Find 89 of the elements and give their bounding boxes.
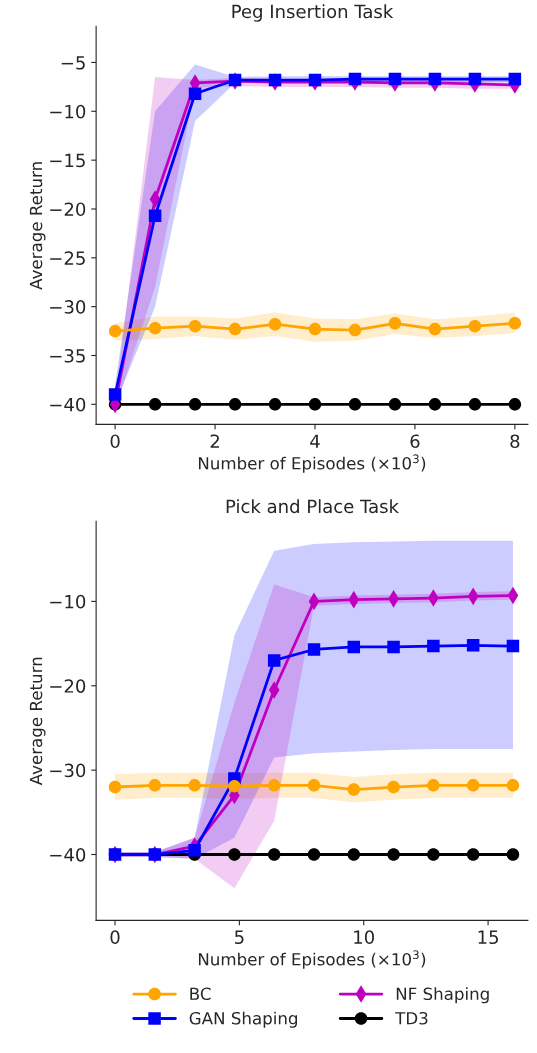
point — [148, 321, 162, 335]
point — [427, 848, 440, 861]
point — [468, 319, 482, 333]
point — [506, 639, 520, 653]
point — [228, 848, 241, 861]
point — [466, 848, 480, 861]
point — [508, 317, 522, 330]
point — [188, 398, 202, 411]
legend-label: NF Shaping — [396, 987, 489, 1004]
point — [228, 322, 242, 336]
point — [268, 73, 282, 87]
point — [428, 322, 442, 336]
point — [188, 319, 202, 333]
point — [428, 72, 442, 86]
x-tick-label: 5 — [235, 930, 244, 945]
point — [188, 87, 202, 100]
point — [267, 848, 281, 861]
x-tick-label: 6 — [410, 434, 420, 449]
point — [108, 780, 122, 794]
legend-label: BC — [190, 987, 211, 1001]
y-tick-label: −40 — [50, 847, 86, 862]
point — [148, 398, 162, 411]
point — [428, 398, 442, 411]
x-tick-label: 0 — [110, 930, 120, 945]
point — [348, 323, 362, 337]
y-axis-title: Average Return — [29, 657, 46, 786]
y-tick-label: −10 — [50, 594, 86, 609]
point — [388, 317, 402, 330]
point — [348, 398, 362, 411]
point — [308, 322, 322, 336]
point — [108, 324, 122, 338]
point — [347, 848, 361, 861]
point — [468, 72, 482, 86]
x-tick-label: 10 — [354, 930, 375, 945]
point — [308, 398, 322, 411]
y-tick-label: −35 — [50, 348, 85, 363]
point — [388, 72, 402, 86]
point — [347, 640, 361, 654]
chart-title: Peg Insertion Task — [232, 4, 394, 22]
y-axis-title: Average Return — [29, 162, 46, 290]
x-axis-title: Number of Episodes (×10$^{3}$) — [198, 950, 426, 969]
point — [268, 317, 282, 331]
y-tick-label: −30 — [50, 763, 86, 778]
legend-label: TD3 — [395, 1011, 428, 1025]
point — [188, 844, 201, 857]
point — [188, 779, 201, 792]
point — [506, 848, 520, 861]
x-tick-label: 0 — [110, 434, 120, 449]
chart-title: Pick and Place Task — [226, 499, 399, 514]
point — [427, 779, 440, 792]
x-axis-title: Number of Episodes (×10$^{3}$) — [198, 454, 426, 473]
point — [508, 72, 522, 86]
point — [307, 779, 321, 792]
y-tick-label: −25 — [50, 251, 85, 265]
x-tick-label: 4 — [310, 434, 320, 448]
point — [148, 779, 162, 792]
point — [347, 783, 361, 796]
y-tick-label: −20 — [50, 202, 86, 217]
point — [267, 654, 281, 667]
point — [387, 780, 400, 794]
point — [108, 388, 122, 401]
point — [466, 779, 480, 792]
point — [387, 640, 400, 654]
y-tick-label: −10 — [50, 104, 86, 119]
point — [468, 398, 482, 411]
point — [506, 779, 520, 792]
x-tick-label: 2 — [210, 434, 219, 448]
y-tick-label: −20 — [50, 679, 86, 693]
y-tick-label: −30 — [50, 300, 86, 314]
y-tick-label: −40 — [50, 397, 86, 412]
point — [308, 73, 322, 87]
point — [427, 639, 440, 653]
point — [388, 398, 402, 411]
point — [387, 848, 400, 861]
x-tick-label: 8 — [510, 434, 520, 449]
point — [148, 209, 162, 223]
y-tick-label: −15 — [50, 153, 85, 168]
point — [268, 398, 282, 411]
point — [228, 398, 242, 411]
point — [508, 398, 522, 411]
legend-label: GAN Shaping — [189, 1011, 298, 1028]
point — [466, 639, 480, 652]
point — [348, 72, 362, 86]
point — [307, 848, 321, 861]
point — [307, 643, 321, 656]
y-tick-label: −5 — [61, 56, 85, 70]
point — [267, 779, 281, 792]
x-tick-label: 15 — [478, 930, 498, 945]
point — [228, 779, 241, 793]
